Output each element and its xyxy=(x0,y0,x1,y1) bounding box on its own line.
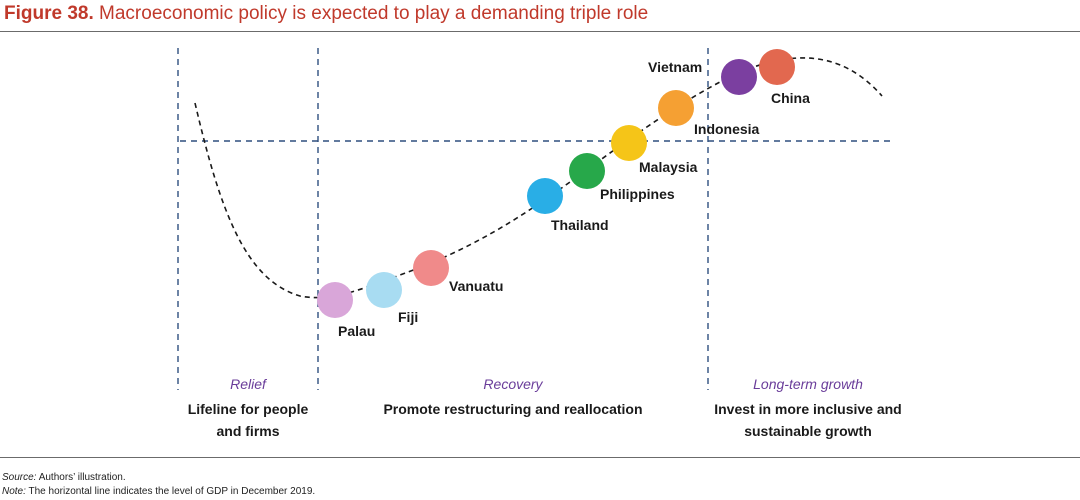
phase-desc-long-term-growth: Invest in more inclusive and sustainable… xyxy=(688,398,928,442)
country-label-palau: Palau xyxy=(338,323,375,339)
country-label-indonesia: Indonesia xyxy=(694,121,760,137)
country-marker-china xyxy=(759,49,795,85)
country-label-malaysia: Malaysia xyxy=(639,159,698,175)
phase-desc-growth-line-1: Invest in more inclusive and xyxy=(714,401,902,417)
country-label-fiji: Fiji xyxy=(398,309,418,325)
country-label-vietnam: Vietnam xyxy=(648,59,702,75)
figure-title: Figure 38. Macroeconomic policy is expec… xyxy=(4,3,648,25)
note-label: Note: xyxy=(2,486,26,497)
phase-name-long-term-growth: Long-term growth xyxy=(753,376,863,392)
country-marker-philippines xyxy=(569,153,605,189)
phase-desc-recovery-line-1: Promote restructuring and reallocation xyxy=(383,401,643,417)
country-label-vanuatu: Vanuatu xyxy=(449,278,503,294)
figure-label: Figure 38. xyxy=(4,3,94,24)
phase-desc-relief-line-1: Lifeline for people xyxy=(187,401,309,417)
phase-recovery: Recovery Promote restructuring and reall… xyxy=(318,376,708,420)
note-text: The horizontal line indicates the level … xyxy=(28,486,316,497)
phase-desc-growth-line-2: sustainable growth xyxy=(744,423,872,439)
country-marker-malaysia xyxy=(611,125,647,161)
bottom-rule xyxy=(0,457,1080,458)
country-label-philippines: Philippines xyxy=(600,186,675,202)
phase-long-term-growth: Long-term growth Invest in more inclusiv… xyxy=(688,376,928,442)
phase-desc-recovery: Promote restructuring and reallocation xyxy=(318,398,708,420)
country-marker-vanuatu xyxy=(413,250,449,286)
phase-name-relief: Relief xyxy=(230,376,266,392)
country-label-china: China xyxy=(771,90,810,106)
phase-name-recovery: Recovery xyxy=(483,376,543,392)
country-marker-palau xyxy=(317,282,353,318)
country-marker-thailand xyxy=(527,178,563,214)
country-marker-fiji xyxy=(366,272,402,308)
source-label: Source: xyxy=(2,472,37,483)
phase-desc-relief-line-2: and firms xyxy=(216,423,280,439)
country-label-thailand: Thailand xyxy=(551,217,609,233)
source-text: Authors’ illustration. xyxy=(38,472,126,483)
figure-title-text: Macroeconomic policy is expected to play… xyxy=(99,3,649,24)
source-note: Source: Authors’ illustration. xyxy=(2,472,126,483)
top-rule xyxy=(0,31,1080,32)
footnote-note: Note: The horizontal line indicates the … xyxy=(2,486,315,497)
country-marker-vietnam xyxy=(721,59,757,95)
country-marker-indonesia xyxy=(658,90,694,126)
phase-relief: Relief Lifeline for people and firms xyxy=(178,376,318,442)
phase-desc-relief: Lifeline for people and firms xyxy=(178,398,318,442)
